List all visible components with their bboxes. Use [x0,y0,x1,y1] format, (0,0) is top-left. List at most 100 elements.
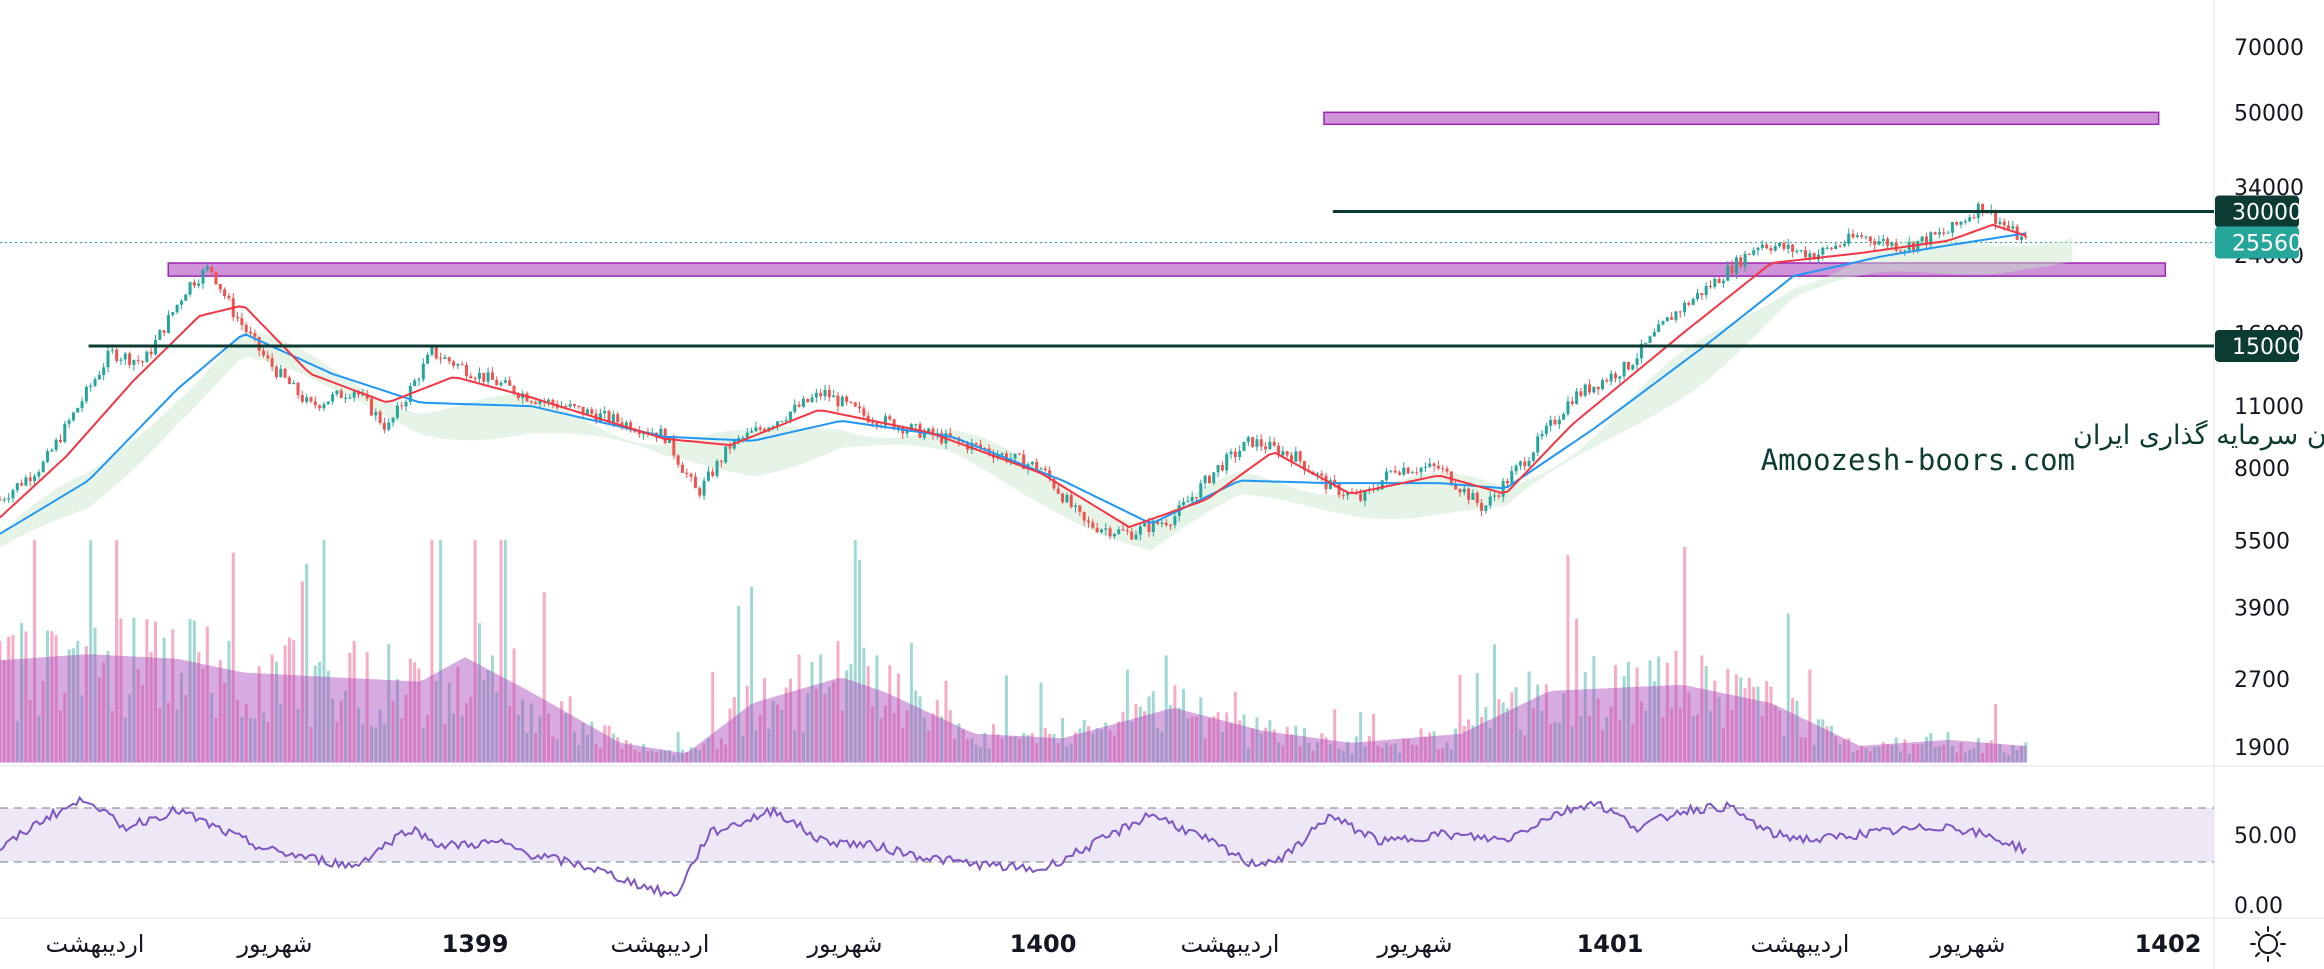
volume-bar [184,694,188,762]
zone-rect-0[interactable] [1323,111,2160,126]
candle-body [1216,465,1220,473]
candle-body [1588,384,1592,393]
candle [1635,352,1639,371]
candle-body [387,422,391,430]
candle [63,421,67,444]
candle-body [1030,461,1034,465]
level-tag-15000[interactable]: 15000 [2215,329,2302,362]
volume-bar [175,710,179,762]
candle [1791,243,1795,258]
volume-bar [503,540,507,762]
candle-body [1700,293,1704,296]
candle-body [1734,257,1738,274]
candle-body [1225,454,1229,471]
candle [309,396,313,404]
candle [1829,247,1833,251]
candle-body [374,411,378,416]
candle [1043,465,1047,472]
time-axis[interactable]: اردیبهشت شهریور 1399 اردیبهشت شهریور 1400 اردی… [46,930,2202,958]
volume-bar [806,693,810,762]
price-tick-label: 70000 [2234,36,2304,61]
candle [1950,221,1954,238]
volume-bar [508,705,512,762]
volume-bar [240,716,244,762]
volume-bar [1350,753,1354,762]
candle [28,472,32,487]
candle [676,454,680,468]
candle [318,404,322,412]
candle [46,448,50,464]
volume-bar [1778,710,1782,762]
candle [1082,511,1086,526]
volume-bar [551,736,555,762]
candle [1765,242,1769,250]
volume-bar [2007,755,2011,762]
volume-bar [1475,672,1479,762]
candle [1095,522,1099,534]
volume-bar [1264,727,1268,762]
volume-bar [460,715,464,762]
candle-body [905,429,909,434]
volume-bar [41,680,45,762]
candle [689,472,693,482]
volume-bar [141,685,145,762]
price-axis[interactable]: 7000050000340002400016000110008000550039… [2234,36,2304,761]
candle-body [1471,492,1475,500]
candle [1963,218,1967,225]
candle [292,379,296,385]
volume-bar [1281,745,1285,762]
candle [1769,245,1773,255]
candle-body [132,360,136,365]
volume-bar [788,678,792,762]
candle [603,406,607,419]
volume-bar [823,694,827,762]
candle [793,399,797,415]
candle-body [283,368,287,378]
volume-bar [1009,736,1013,762]
candle [236,311,240,323]
candle [249,326,253,337]
last-price-tag[interactable]: 25560 [2215,226,2302,259]
volume-bar [1622,676,1626,762]
candle [378,409,382,425]
volume-bar [201,668,205,762]
candle-body [300,395,304,402]
candle [1959,220,1963,229]
volume-bar [534,733,538,762]
candle [326,401,330,405]
sun-gear-icon[interactable] [2250,926,2286,962]
candle-body [637,431,641,435]
volume-bar [568,696,572,762]
volume-bar [1402,738,1406,762]
candle-body [326,401,330,405]
volume-bar [1246,747,1250,762]
volume-bar [80,695,84,762]
candle-body [1488,496,1492,506]
candle [1717,276,1721,284]
zone-rect-1[interactable] [167,262,2167,277]
volume-bar [1588,715,1592,762]
candle-body [357,391,361,395]
volume-bar [715,749,719,762]
candle [1955,221,1959,226]
candle-body [11,490,15,499]
candle-body [2011,226,2015,229]
volume-bar [672,754,676,762]
volume-bar [1890,745,1894,762]
candle [590,406,594,417]
volume-bar [1812,744,1816,762]
candle [1393,465,1397,475]
volume-bar [1484,707,1488,762]
level-tag-30000[interactable]: 30000 [2215,195,2302,228]
candle [188,281,192,297]
volume-bar [1976,738,1980,762]
candle-body [801,398,805,407]
candle-body [1708,285,1712,287]
volume-bar [927,730,931,762]
candle-body [1104,528,1108,530]
rsi-band [0,808,2214,862]
volume-bar [1708,711,1712,762]
volume-bar [1436,749,1440,762]
candle [197,279,201,289]
